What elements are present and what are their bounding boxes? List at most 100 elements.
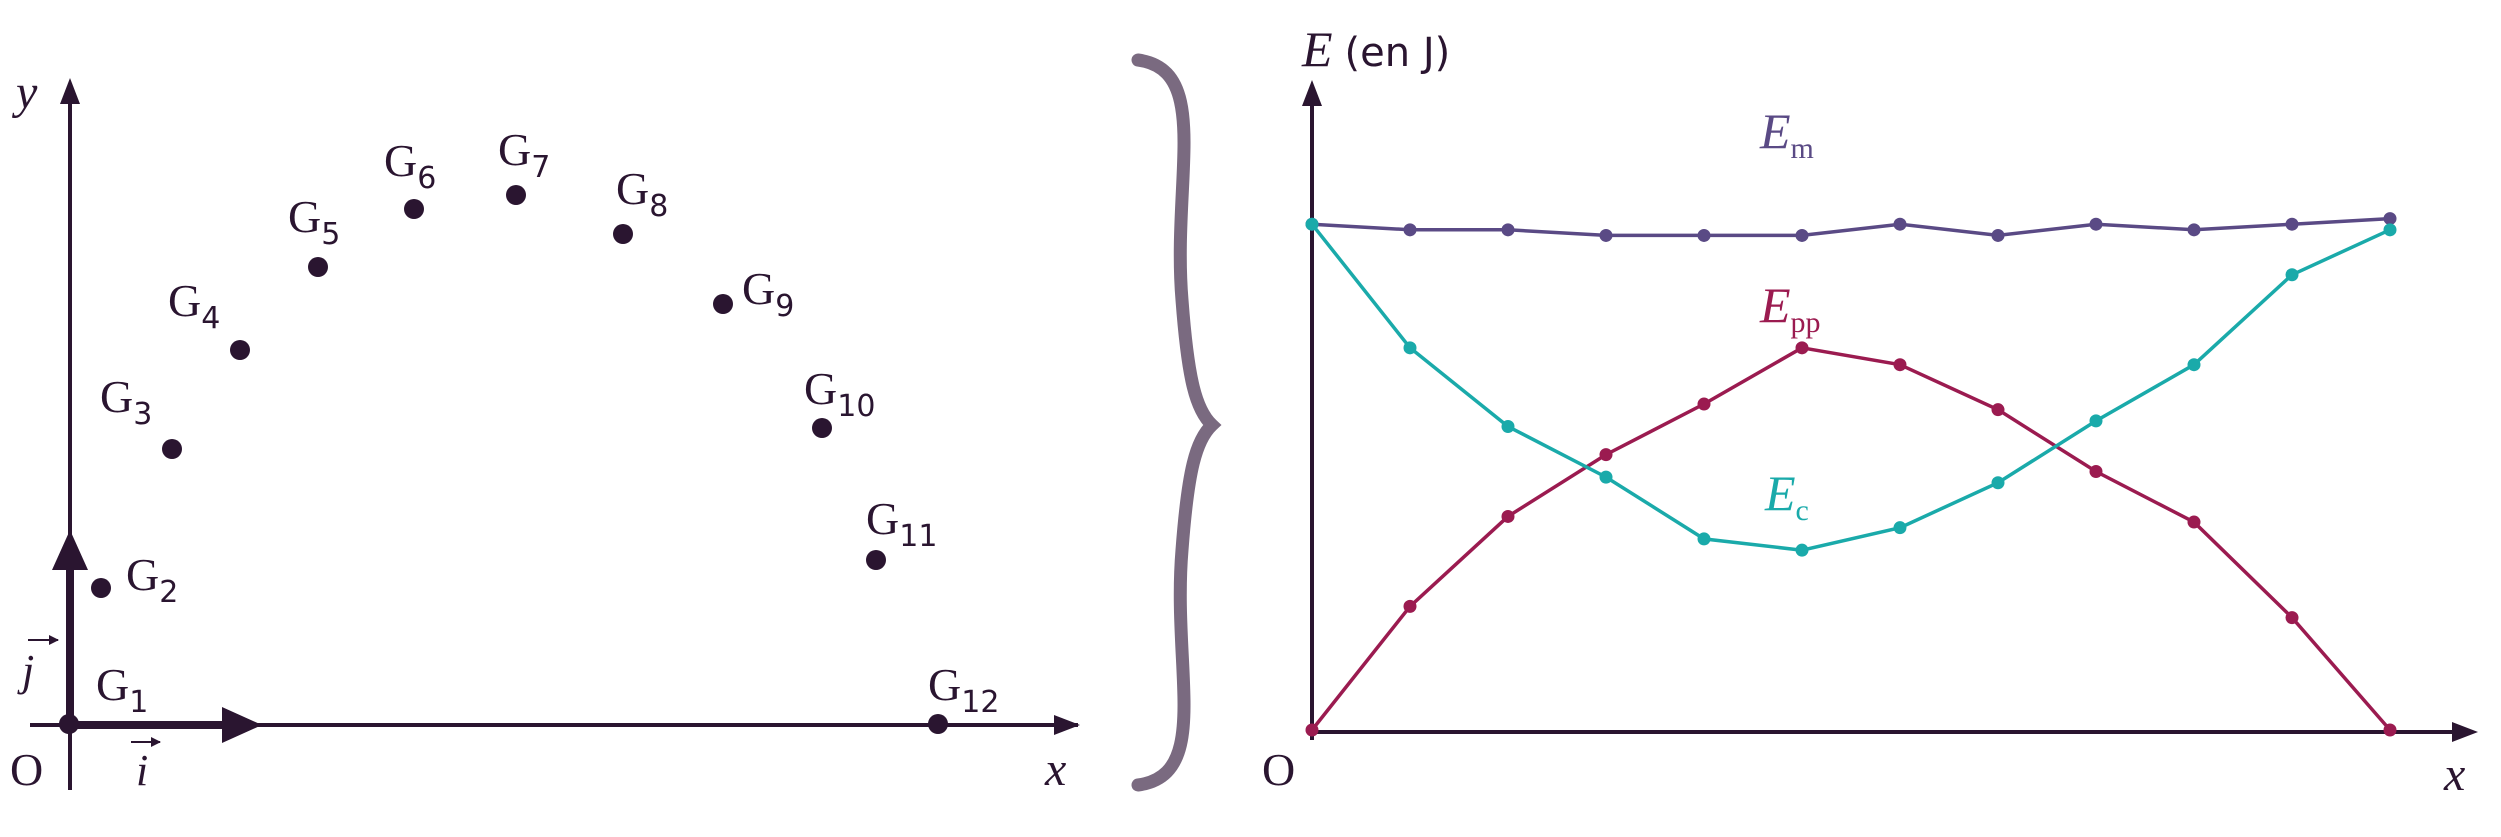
trajectory-point-dot <box>308 257 328 277</box>
chart-series-labels: Em Epp Ec <box>1759 103 1821 527</box>
trajectory-point: G10 <box>804 363 875 438</box>
data-point-m <box>1599 228 1613 242</box>
trajectory-point-dot <box>230 340 250 360</box>
data-point-c <box>2089 414 2103 428</box>
trajectory-point-label: G10 <box>804 363 875 424</box>
trajectory-point: G6 <box>384 135 436 219</box>
left-x-label: x <box>1044 743 1066 796</box>
data-point-m <box>2383 212 2397 226</box>
left-y-label: y <box>11 66 38 119</box>
trajectory-point: G11 <box>866 493 937 570</box>
trajectory-point-label: G1 <box>96 659 148 720</box>
data-point-c <box>1893 521 1907 535</box>
chart-origin-label: O <box>1262 744 1295 795</box>
data-point-pp <box>1991 403 2005 417</box>
data-point-c <box>1501 420 1515 434</box>
trajectory-point-dot <box>506 185 526 205</box>
data-point-c <box>2285 268 2299 282</box>
data-point-m <box>1501 223 1515 237</box>
series-line-m <box>1311 216 2391 238</box>
left-y-axis-arrowhead <box>60 78 80 104</box>
trajectory-point: G2 <box>91 549 178 610</box>
trajectory-point: G8 <box>613 163 668 244</box>
left-x-axis-arrowhead <box>1054 715 1080 735</box>
data-point-c <box>1991 476 2005 490</box>
trajectory-point-label: G4 <box>168 275 220 336</box>
trajectory-point-dot <box>404 199 424 219</box>
data-point-c <box>1697 532 1711 546</box>
trajectory-point-label: G9 <box>742 263 794 324</box>
series-c <box>1305 217 2397 557</box>
data-point-c <box>1599 470 1613 484</box>
trajectory-point-label: G11 <box>866 493 937 554</box>
unit-vector-i-label: i <box>136 746 148 795</box>
data-point-pp <box>1305 723 1319 737</box>
trajectory-point-label: G12 <box>928 659 999 720</box>
series-m <box>1305 212 2397 242</box>
trajectory-point-label: G3 <box>100 371 152 432</box>
series-label-pp: Epp <box>1759 277 1821 339</box>
data-point-pp <box>1599 448 1613 462</box>
energy-chart: O x E (en J) Em Epp Ec <box>1262 21 2478 801</box>
trajectory-point-dot <box>713 294 733 314</box>
data-point-pp <box>1893 358 1907 372</box>
trajectory-point-dot <box>928 714 948 734</box>
trajectory-point-dot <box>866 550 886 570</box>
trajectory-point: G9 <box>713 263 794 324</box>
data-point-m <box>1403 223 1417 237</box>
chart-y-label-symbol: E <box>1301 21 1333 77</box>
curly-brace <box>1131 53 1222 792</box>
trajectory-point-dot <box>91 578 111 598</box>
chart-x-axis-arrowhead <box>2452 722 2478 742</box>
data-point-m <box>1795 228 1809 242</box>
trajectory-point: G4 <box>168 275 250 360</box>
data-point-pp <box>1403 599 1417 613</box>
trajectory-point-label: G6 <box>384 135 436 196</box>
trajectory-point: G5 <box>288 191 340 277</box>
series-line-pp <box>1310 345 2392 732</box>
series-label-m: Em <box>1759 103 1814 165</box>
data-point-c <box>2383 223 2397 237</box>
data-point-pp <box>1501 509 1515 523</box>
data-point-m <box>2187 223 2201 237</box>
trajectory-point-dot <box>59 714 79 734</box>
trajectory-point: G3 <box>100 371 182 459</box>
data-point-m <box>2089 217 2103 231</box>
data-point-m <box>2285 217 2299 231</box>
left-origin-label: O <box>10 744 43 795</box>
trajectory-point: G7 <box>498 124 550 205</box>
trajectory-point-dot <box>613 224 633 244</box>
trajectory-point: G1 <box>59 659 148 734</box>
series-label-c: Ec <box>1764 465 1809 527</box>
chart-series <box>1305 212 2397 737</box>
trajectory-point-label: G8 <box>616 163 668 224</box>
chart-y-label-unit: (en J) <box>1345 30 1451 76</box>
trajectory-point-label: G5 <box>288 191 340 252</box>
trajectory-point-dot <box>812 418 832 438</box>
data-point-c <box>1795 543 1809 557</box>
chart-y-axis-arrowhead <box>1302 80 1322 106</box>
data-point-pp <box>1697 397 1711 411</box>
data-point-pp <box>2383 723 2397 737</box>
unit-vector-j-label: j <box>17 646 34 695</box>
data-point-c <box>1305 217 1319 231</box>
data-point-c <box>1403 341 1417 355</box>
data-point-m <box>1893 217 1907 231</box>
data-point-c <box>2187 358 2201 372</box>
trajectory-point-label: G2 <box>126 549 178 610</box>
unit-vector-i-arrowhead <box>222 707 262 743</box>
data-point-pp <box>2187 515 2201 529</box>
series-pp <box>1305 341 2397 737</box>
data-point-pp <box>2089 464 2103 478</box>
data-point-pp <box>1795 341 1809 355</box>
trajectory-point: G12 <box>928 659 999 734</box>
data-point-m <box>1697 228 1711 242</box>
chart-x-label: x <box>2443 748 2465 801</box>
chart-y-label: E (en J) <box>1301 21 1450 77</box>
series-line-c <box>1310 223 2391 552</box>
unit-vector-j-arrowhead <box>52 530 88 570</box>
data-point-m <box>1991 228 2005 242</box>
